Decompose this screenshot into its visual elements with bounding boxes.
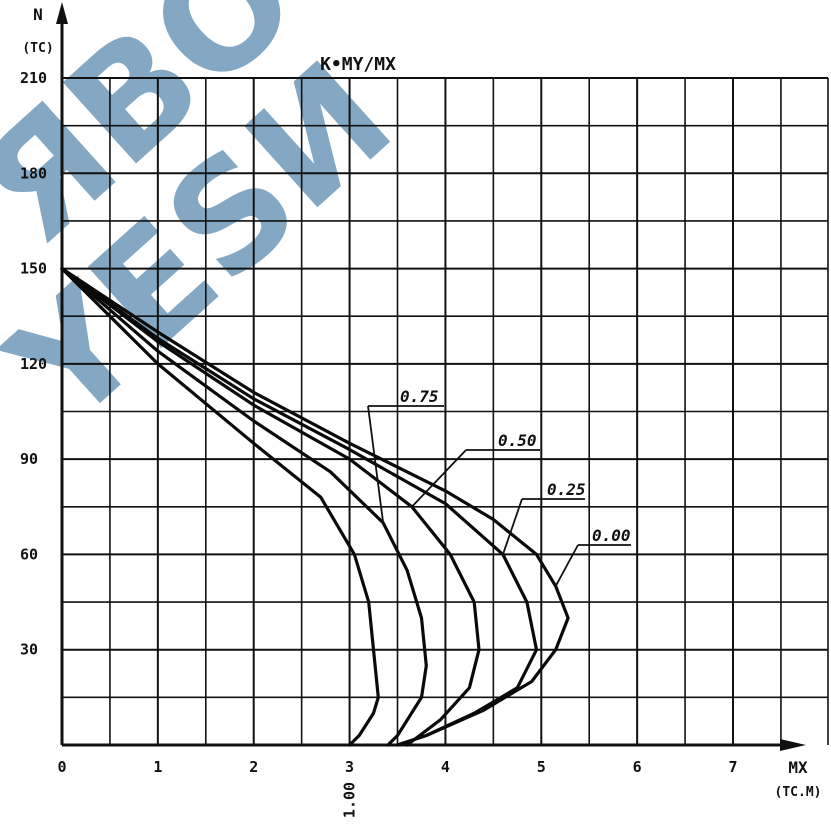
y-tick-label: 150 <box>20 260 47 278</box>
y-tick-label: 30 <box>20 641 38 659</box>
chart-title: K•MY/MX <box>320 54 396 75</box>
x-axis-title: MX <box>788 758 808 777</box>
series-line <box>60 267 380 747</box>
x-axis-unit: (TC.M) <box>775 785 822 800</box>
y-tick-label: 210 <box>20 69 47 87</box>
labels: 0 1 2 3 4 5 6 7 30 60 90 120 150 180 210 N (TC) MX (TC.M) K… <box>20 5 821 818</box>
curve-label: 0.00 <box>592 526 631 545</box>
y-tick-label: 60 <box>20 545 38 563</box>
y-tick-label: 120 <box>20 355 47 373</box>
x-tick-label: 4 <box>441 758 450 776</box>
curve-label-leader <box>411 449 467 508</box>
axes <box>56 2 806 751</box>
grid <box>62 77 829 745</box>
y-tick-label: 180 <box>20 164 47 182</box>
series-line <box>60 267 570 747</box>
x-tick-label: 0 <box>57 758 66 776</box>
series-line <box>60 267 428 747</box>
y-tick-label: 90 <box>20 450 38 468</box>
curve-label: 0.25 <box>547 480 586 499</box>
curve-label-rotated: 1.00 <box>341 782 359 818</box>
curve-label: 0.75 <box>400 387 439 406</box>
y-axis-title: N <box>33 5 43 24</box>
curve-label-leader <box>502 498 523 555</box>
x-axis-arrow <box>780 739 806 751</box>
x-tick-label: 1 <box>153 758 162 776</box>
curve-label-leader <box>367 405 385 523</box>
x-tick-label: 6 <box>633 758 642 776</box>
x-tick-label: 5 <box>537 758 546 776</box>
x-tick-label: 2 <box>249 758 258 776</box>
x-tick-label: 3 <box>345 758 354 776</box>
curves <box>60 267 570 747</box>
y-axis-arrow <box>56 2 68 24</box>
series-line <box>60 267 481 747</box>
y-axis-unit: (TC) <box>22 41 53 56</box>
x-tick-label: 7 <box>728 758 737 776</box>
curve-label-leader <box>554 544 579 587</box>
curve-label: 0.50 <box>498 431 537 450</box>
